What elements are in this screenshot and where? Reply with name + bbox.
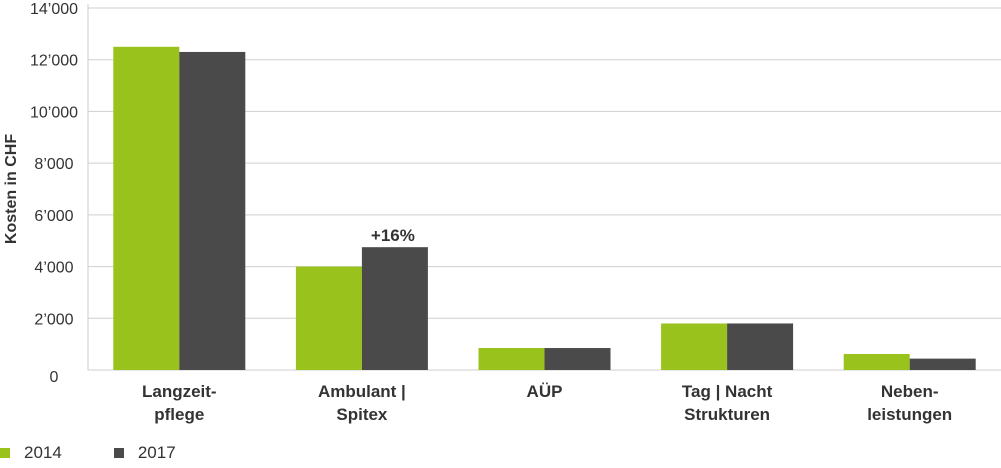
legend-item-2017: 2017 [113, 443, 176, 463]
legend-label-2017: 2017 [137, 443, 176, 462]
y-tick-label: 8’000 [34, 156, 73, 173]
bar-2014-0 [113, 46, 180, 371]
bar-2017-4 [909, 358, 976, 370]
y-axis-label: Kosten in CHF [3, 134, 20, 244]
bar-2017-1 [361, 247, 428, 370]
x-tick-label: pflege [154, 405, 204, 424]
annotation-label: +16% [371, 226, 415, 245]
bar-2017-3 [727, 323, 794, 370]
y-tick-label: 2’000 [34, 311, 73, 328]
legend-label-2014: 2014 [24, 443, 62, 462]
bar-2014-1 [295, 266, 362, 370]
x-tick-label: Spitex [336, 405, 388, 424]
y-tick-label: 0 [50, 369, 59, 386]
bar-2017-2 [544, 348, 611, 370]
x-tick-label: leistungen [867, 405, 952, 424]
y-tick-label: 14’000 [30, 1, 78, 18]
legend-swatch-2014 [0, 448, 10, 458]
x-tick-label: Strukturen [684, 405, 770, 424]
y-tick-label: 12’000 [30, 53, 78, 70]
bar-2017-0 [179, 51, 246, 370]
y-tick-label: 10’000 [30, 104, 78, 121]
bar-2014-2 [478, 348, 545, 370]
x-tick-label: Ambulant | [318, 382, 406, 401]
x-tick-label: AÜP [527, 382, 563, 401]
x-tick-label: Tag | Nacht [682, 382, 773, 401]
x-tick-label: Langzeit- [142, 382, 217, 401]
y-tick-label: 6’000 [34, 208, 73, 225]
y-tick-label: 4’000 [34, 260, 73, 277]
x-tick-label: Neben- [881, 382, 939, 401]
bar-2014-3 [661, 323, 728, 370]
bar-2014-4 [843, 353, 910, 370]
legend-swatch-2017 [113, 448, 124, 458]
legend: 2014 2017 [0, 443, 228, 463]
legend-item-2014: 2014 [0, 443, 62, 463]
